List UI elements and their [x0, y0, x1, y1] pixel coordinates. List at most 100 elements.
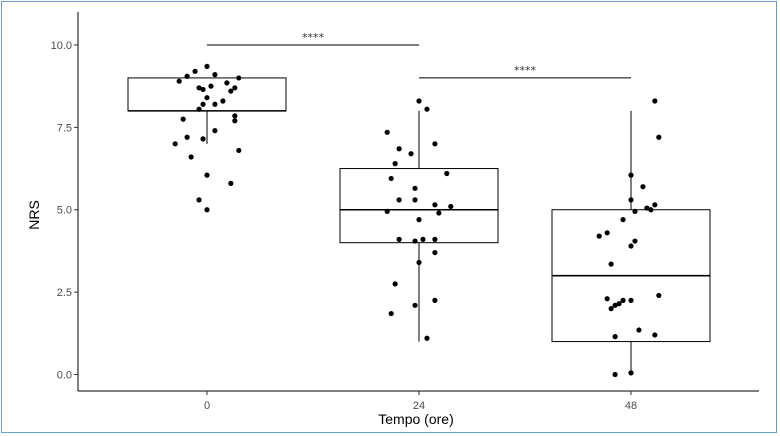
y-tick-label: 5.0 — [57, 205, 72, 217]
data-point — [432, 249, 438, 256]
data-point — [212, 128, 218, 134]
data-point — [644, 205, 650, 211]
data-point — [232, 113, 238, 119]
data-point — [204, 95, 210, 101]
data-point — [200, 86, 206, 93]
x-tick-label: 24 — [413, 400, 425, 412]
data-point — [628, 197, 634, 203]
data-point — [628, 172, 634, 178]
data-point — [648, 207, 654, 213]
data-point — [396, 197, 402, 203]
data-point — [396, 146, 402, 152]
data-point — [388, 310, 394, 317]
points — [172, 63, 662, 378]
data-point — [232, 85, 238, 91]
data-point — [208, 83, 214, 89]
data-point — [180, 116, 186, 122]
data-point — [620, 217, 626, 223]
data-point — [444, 170, 450, 177]
data-point — [432, 141, 438, 147]
data-point — [412, 238, 418, 244]
data-point — [636, 327, 642, 333]
data-point — [656, 134, 662, 140]
data-point — [640, 184, 646, 190]
x-tick-label: 48 — [625, 400, 637, 412]
data-point — [392, 161, 398, 167]
data-point — [632, 208, 638, 214]
data-point — [628, 370, 634, 376]
iqr-box — [339, 168, 499, 244]
data-point — [204, 207, 210, 213]
data-point — [224, 80, 230, 86]
data-point — [652, 332, 658, 338]
data-point — [220, 98, 226, 104]
data-point — [612, 334, 618, 340]
data-point — [656, 292, 662, 299]
data-point — [196, 197, 202, 203]
data-point — [384, 208, 390, 214]
data-point — [200, 136, 206, 142]
axes: 0.0 2.5 5.0 7.5 10.0 0 24 48 — [51, 12, 759, 412]
data-point — [204, 172, 210, 178]
data-point — [596, 233, 602, 239]
y-tick-label: 10.0 — [51, 40, 72, 52]
data-point — [416, 259, 422, 266]
data-point — [652, 202, 658, 208]
data-point — [184, 73, 190, 79]
data-point — [228, 88, 234, 94]
data-point — [628, 297, 634, 303]
data-point — [384, 129, 390, 135]
data-point — [184, 134, 190, 140]
data-point — [396, 236, 402, 242]
data-point — [412, 197, 418, 203]
significance-label: **** — [302, 31, 325, 44]
data-point — [412, 302, 418, 308]
data-point — [192, 68, 198, 74]
data-point — [204, 63, 210, 69]
data-point — [232, 118, 238, 124]
data-point — [432, 297, 438, 303]
data-point — [628, 243, 634, 249]
data-point — [632, 238, 638, 244]
data-point — [236, 147, 242, 154]
box-0 — [127, 77, 287, 144]
data-point — [196, 106, 202, 112]
data-point — [604, 230, 610, 236]
y-tick-label: 2.5 — [57, 287, 72, 299]
data-point — [212, 101, 218, 107]
data-point — [616, 301, 622, 307]
x-axis-title: Tempo (ore) — [378, 411, 453, 427]
data-point — [416, 217, 422, 223]
data-point — [612, 302, 618, 308]
data-point — [608, 306, 614, 312]
data-point — [228, 180, 234, 186]
x-tick-label: 0 — [204, 400, 210, 412]
data-point — [652, 98, 658, 104]
data-point — [188, 154, 194, 160]
data-point — [604, 296, 610, 302]
data-point — [608, 261, 614, 267]
data-point — [172, 141, 178, 147]
boxes — [127, 77, 711, 375]
significance-label: **** — [514, 64, 537, 77]
data-point — [408, 151, 414, 157]
data-point — [620, 297, 626, 303]
box-48 — [551, 110, 711, 375]
data-point — [436, 210, 442, 216]
data-point — [448, 203, 454, 210]
data-point — [416, 98, 422, 104]
data-point — [424, 106, 430, 112]
significance-brackets: **** **** — [207, 31, 631, 79]
data-point — [236, 75, 242, 81]
data-point — [420, 236, 426, 242]
data-point — [432, 236, 438, 242]
data-point — [196, 85, 202, 91]
data-point — [432, 202, 438, 208]
data-point — [212, 72, 218, 78]
y-axis-title: NRS — [26, 200, 42, 230]
y-tick-label: 0.0 — [57, 370, 72, 382]
data-point — [392, 281, 398, 287]
data-point — [200, 101, 206, 107]
